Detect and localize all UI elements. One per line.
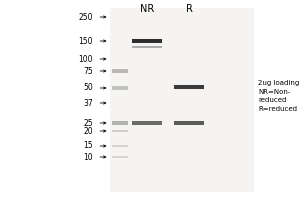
Bar — [112, 69, 128, 73]
Bar — [174, 85, 204, 89]
Bar — [174, 121, 204, 125]
Bar — [112, 145, 128, 147]
Bar — [132, 39, 162, 43]
Bar — [110, 8, 254, 192]
Bar — [112, 86, 128, 90]
Text: R: R — [186, 4, 192, 14]
Text: 50: 50 — [83, 83, 93, 92]
Bar — [132, 46, 162, 48]
Text: 20: 20 — [83, 127, 93, 136]
Bar — [112, 156, 128, 158]
Text: 250: 250 — [79, 12, 93, 21]
Text: 37: 37 — [83, 98, 93, 108]
Text: NR: NR — [140, 4, 154, 14]
Text: 2ug loading
NR=Non-
reduced
R=reduced: 2ug loading NR=Non- reduced R=reduced — [258, 80, 299, 112]
Bar — [112, 121, 128, 125]
Text: 10: 10 — [83, 153, 93, 162]
Text: 150: 150 — [79, 36, 93, 46]
Text: 25: 25 — [83, 118, 93, 128]
Text: 15: 15 — [83, 142, 93, 150]
Text: 100: 100 — [79, 54, 93, 64]
Bar — [112, 130, 128, 132]
Text: 75: 75 — [83, 66, 93, 75]
Bar — [132, 121, 162, 125]
